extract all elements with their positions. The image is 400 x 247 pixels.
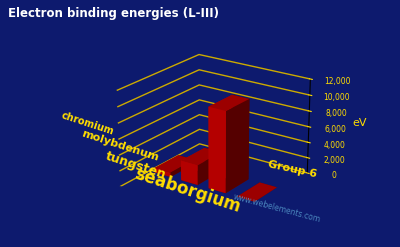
- Text: molybdenum: molybdenum: [80, 128, 160, 163]
- Text: seaborgium: seaborgium: [132, 165, 243, 216]
- Text: chromium: chromium: [60, 110, 115, 137]
- Text: tungsten: tungsten: [104, 149, 168, 182]
- Text: Electron binding energies (L-III): Electron binding energies (L-III): [8, 7, 219, 21]
- Text: www.webelements.com: www.webelements.com: [232, 192, 321, 224]
- Text: Group 6: Group 6: [267, 160, 317, 180]
